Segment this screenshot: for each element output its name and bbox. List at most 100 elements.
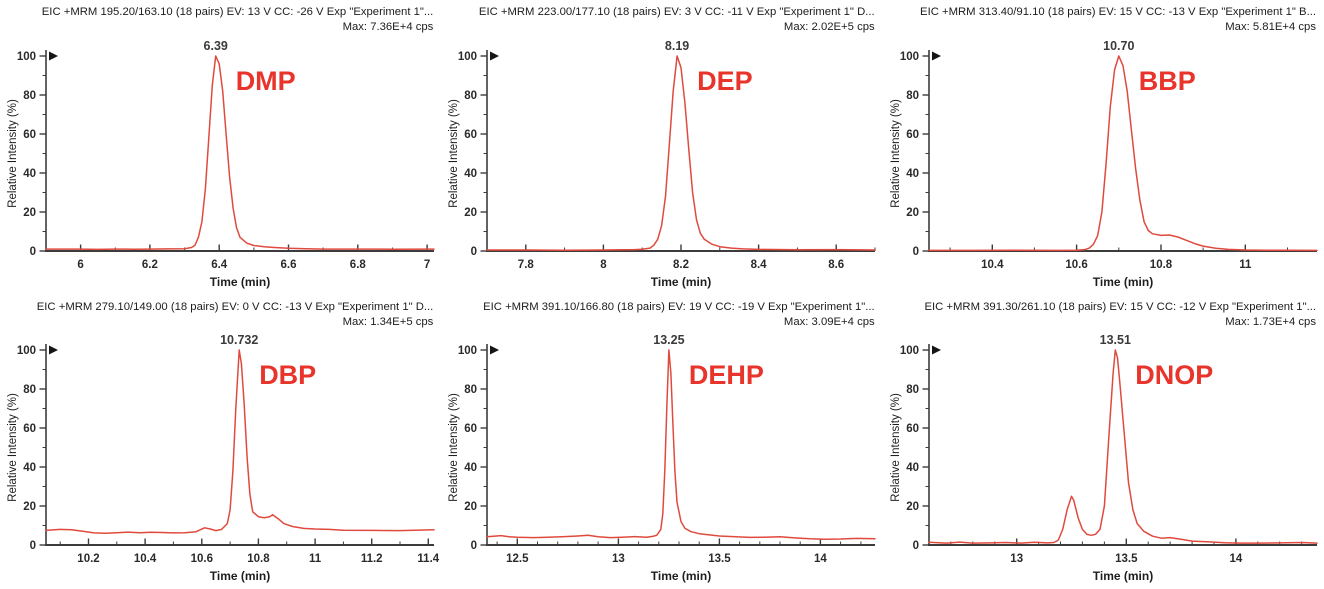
trace-title: EIC +MRM 223.00/177.10 (18 pairs) EV: 3 … [478,6,875,18]
y-tick-label: 80 [23,384,36,396]
x-tick-label: 13 [1010,553,1023,565]
y-tick-label: 20 [906,207,919,219]
y-tick-label: 100 [899,51,918,63]
y-tick-label: 0 [912,246,918,258]
peak-retention-time: 8.19 [665,39,689,53]
x-tick-label: 6.4 [211,259,228,271]
x-axis-title: Time (min) [210,569,270,583]
y-tick-label: 60 [906,423,919,435]
x-tick-label: 12.5 [506,553,529,565]
max-marker-icon [490,345,500,355]
y-tick-label: 60 [465,423,478,435]
chromatogram-plot: 12.5 13 13.5 14 0 20 40 60 80 100 13.25 DEHP Time (m… [448,333,877,583]
y-tick-label: 80 [906,384,919,396]
chromatogram-panel-dmp: EIC +MRM 195.20/163.10 (18 pairs) EV: 13… [0,0,441,295]
trace-header: EIC +MRM 391.30/261.10 (18 pairs) EV: 15… [883,295,1324,331]
eic-trace [45,54,435,250]
trace-title: EIC +MRM 279.10/149.00 (18 pairs) EV: 0 … [36,300,434,313]
x-axis-title: Time (min) [210,275,270,289]
y-tick-label: 0 [912,540,918,552]
x-tick-label: 10.6 [191,553,213,565]
max-marker-icon [49,345,58,355]
x-tick-label: 10.6 [1065,259,1087,271]
y-tick-label: 60 [23,129,36,141]
x-tick-label: 10.8 [1149,259,1172,271]
y-tick-label: 40 [906,168,919,180]
trace-title: EIC +MRM 313.40/91.10 (18 pairs) EV: 15 … [920,6,1316,18]
y-tick-label: 60 [906,129,919,141]
trace-header: EIC +MRM 279.10/149.00 (18 pairs) EV: 0 … [0,295,441,331]
y-tick-label: 20 [465,207,478,219]
x-tick-label: 7 [424,259,430,271]
compound-label: BBP [1138,66,1195,96]
trace-title: EIC +MRM 391.30/261.10 (18 pairs) EV: 15… [924,300,1316,313]
eic-trace [927,349,1318,544]
y-tick-label: 80 [465,384,478,396]
y-tick-label: 40 [465,168,478,180]
chromatogram-plot: 13 13.5 14 0 20 40 60 80 100 13.51 DNOP Time (min) R… [890,333,1318,583]
x-tick-label: 6 [77,259,83,271]
y-tick-label: 0 [471,540,477,552]
compound-label: DMP [236,66,296,96]
chromatogram-plot: 10.4 10.6 10.8 11 0 20 40 60 80 100 10.70 BBP Time (… [890,39,1318,289]
trace-header: EIC +MRM 313.40/91.10 (18 pairs) EV: 15 … [883,0,1324,36]
trace-max-intensity: Max: 3.09E+4 cps [783,315,875,328]
y-axis-title: Relative Intensity (%) [7,99,19,208]
chromatogram-panel-dehp: EIC +MRM 391.10/166.80 (18 pairs) EV: 19… [441,295,882,589]
y-tick-label: 60 [23,423,36,435]
y-tick-label: 40 [465,462,478,474]
x-tick-label: 14 [814,553,827,565]
y-axis-title: Relative Intensity (%) [7,393,19,502]
x-tick-label: 10.8 [247,553,270,565]
y-axis-title: Relative Intensity (%) [448,393,460,502]
trace-title: EIC +MRM 195.20/163.10 (18 pairs) EV: 13… [41,6,434,18]
trace-title: EIC +MRM 391.10/166.80 (18 pairs) EV: 19… [483,300,875,313]
y-tick-label: 0 [30,540,36,552]
y-axis-title: Relative Intensity (%) [890,393,902,502]
chromatogram-plot: 6 6.2 6.4 6.6 6.8 7 0 20 40 60 80 100 6.39 DMP Time (m… [7,39,435,289]
x-tick-label: 13 [612,553,625,565]
x-tick-label: 8.4 [751,259,768,271]
trace-header: EIC +MRM 391.10/166.80 (18 pairs) EV: 19… [441,295,882,331]
x-axis-title: Time (min) [1092,275,1152,289]
y-axis-title: Relative Intensity (%) [448,99,460,208]
x-tick-label: 11 [309,553,322,565]
y-tick-label: 80 [23,90,36,102]
trace-max-intensity: Max: 1.34E+5 cps [342,315,434,328]
chromatogram-plot: 7.8 8 8.2 8.4 8.6 0 20 40 60 80 100 8.19 DEP Time (mi… [448,39,877,289]
y-tick-label: 100 [17,345,36,357]
y-tick-label: 40 [906,462,919,474]
x-axis-title: Time (min) [651,569,711,583]
y-tick-label: 0 [471,246,477,258]
x-tick-label: 11.4 [417,553,439,565]
x-tick-label: 11.2 [361,553,383,565]
x-axis-title: Time (min) [1092,569,1152,583]
x-tick-label: 6.6 [281,259,297,271]
eic-trace [486,349,877,540]
x-tick-label: 13.5 [709,553,732,565]
y-tick-label: 20 [23,501,36,513]
y-tick-label: 20 [23,207,36,219]
chromatogram-panel-dnop: EIC +MRM 391.30/261.10 (18 pairs) EV: 15… [883,295,1324,589]
y-tick-label: 100 [458,51,477,63]
x-tick-label: 8.2 [673,259,689,271]
x-tick-label: 14 [1229,553,1242,565]
eic-trace [486,54,877,251]
x-axis-title: Time (min) [651,275,711,289]
y-tick-label: 80 [465,90,478,102]
y-axis-title: Relative Intensity (%) [890,99,902,208]
x-tick-label: 8 [601,259,608,271]
x-tick-label: 10.4 [134,553,157,565]
eic-trace [927,54,1318,251]
y-tick-label: 60 [465,129,478,141]
eic-trace [45,349,435,535]
y-tick-label: 100 [899,345,918,357]
trace-max-intensity: Max: 7.36E+4 cps [342,21,434,34]
compound-label: DEHP [689,360,764,390]
x-tick-label: 6.2 [142,259,158,271]
trace-header: EIC +MRM 195.20/163.10 (18 pairs) EV: 13… [0,0,441,36]
x-tick-label: 10.2 [77,553,99,565]
y-tick-label: 20 [465,501,478,513]
max-marker-icon [931,51,941,60]
